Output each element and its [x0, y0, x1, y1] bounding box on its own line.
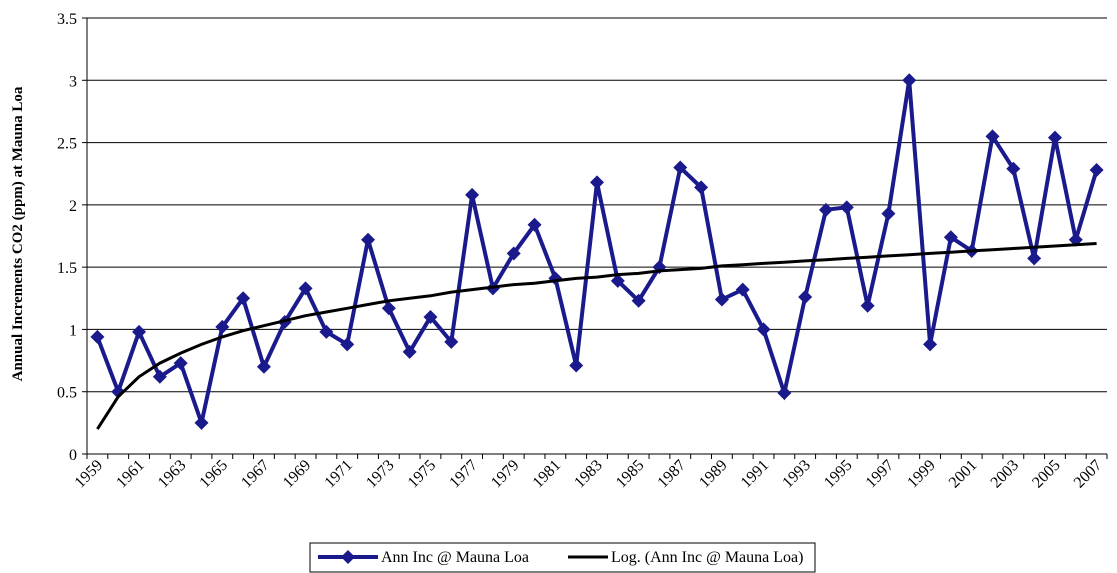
series-1 — [90, 73, 1104, 431]
grid-lines — [87, 17, 1107, 393]
data-point-1963 — [173, 356, 188, 371]
x-tick-label-15: 1989 — [696, 457, 731, 492]
y-tick-label-1: 0.5 — [57, 385, 77, 402]
data-point-1987 — [673, 160, 688, 175]
data-point-1991 — [756, 322, 771, 337]
x-tick-label-19: 1997 — [863, 457, 898, 492]
data-point-1972 — [361, 232, 376, 247]
data-point-2003 — [1006, 161, 1021, 176]
data-point-1992 — [777, 385, 792, 400]
data-point-1985 — [631, 293, 646, 308]
data-point-1964 — [194, 415, 209, 430]
data-point-1990 — [735, 282, 750, 297]
x-tick-label-13: 1985 — [613, 457, 648, 492]
x-tick-label-2: 1963 — [155, 457, 190, 492]
axes — [82, 17, 1108, 459]
data-point-1983 — [590, 175, 604, 190]
data-point-1996 — [860, 298, 875, 313]
x-tick-label-12: 1983 — [571, 457, 606, 492]
y-tick-label-3: 1.5 — [57, 260, 77, 277]
legend-box — [309, 542, 816, 573]
y-tick-label-2: 1 — [69, 322, 77, 339]
data-point-1974 — [402, 344, 417, 359]
x-tick-label-4: 1967 — [238, 457, 273, 492]
data-point-1995 — [839, 200, 854, 215]
data-point-1981 — [548, 271, 563, 286]
x-tick-label-20: 1999 — [904, 457, 939, 492]
legend-label-series-2: Log. (Ann Inc @ Mauna Loa) — [611, 549, 803, 566]
x-tick-label-6: 1971 — [321, 457, 356, 492]
x-tick-label-9: 1977 — [446, 457, 481, 492]
data-point-1980 — [527, 217, 542, 232]
x-tick-label-24: 2007 — [1071, 457, 1106, 492]
x-tick-label-5: 1969 — [280, 457, 315, 492]
y-axis-label: Annual Increments CO2 (ppm) at Mauna Loa — [10, 86, 26, 381]
data-point-1977 — [465, 187, 480, 202]
x-tick-label-21: 2001 — [946, 457, 981, 492]
data-point-1982 — [569, 358, 584, 373]
x-tick-label-16: 1991 — [738, 457, 773, 492]
data-point-1971 — [340, 337, 355, 352]
data-point-1975 — [423, 309, 438, 324]
data-point-1989 — [714, 292, 729, 307]
x-tick-labels: 1959 1961 1963 1965 1967 1969 1971 1973 1975 1977… — [72, 457, 1106, 492]
data-point-2004 — [1027, 251, 1042, 266]
series-2 — [96, 242, 1097, 430]
data-point-1967 — [256, 359, 271, 374]
data-point-1959 — [90, 329, 105, 344]
x-tick-label-10: 1979 — [488, 457, 523, 492]
x-tick-label-18: 1995 — [821, 457, 856, 492]
y-tick-label-0: 0 — [69, 447, 77, 464]
x-tick-label-11: 1981 — [530, 457, 565, 492]
trendline-path — [96, 242, 1097, 430]
y-tick-label-7: 3.5 — [57, 11, 77, 28]
data-point-1965 — [215, 319, 230, 334]
data-point-2000 — [943, 230, 958, 245]
x-tick-label-8: 1975 — [405, 457, 440, 492]
y-tick-label-5: 2.5 — [57, 136, 77, 153]
data-point-1993 — [798, 290, 813, 305]
x-tick-label-7: 1973 — [363, 457, 398, 492]
legend-label-series-1: Ann Inc @ Mauna Loa — [381, 549, 529, 566]
data-point-1962 — [152, 369, 167, 384]
data-point-1966 — [236, 291, 251, 306]
data-point-1998 — [902, 73, 917, 88]
y-tick-labels: 0 0.5 1 1.5 2 2.5 3 3.5 — [57, 11, 77, 464]
data-point-1979 — [506, 246, 521, 261]
data-point-1984 — [610, 273, 625, 288]
data-point-1973 — [381, 301, 396, 316]
data-point-1961 — [132, 324, 147, 339]
x-tick-label-14: 1987 — [654, 457, 689, 492]
x-tick-label-1: 1961 — [113, 457, 148, 492]
data-point-1970 — [319, 324, 334, 339]
x-tick-label-3: 1965 — [196, 457, 231, 492]
y-tick-label-4: 2 — [69, 198, 77, 215]
data-point-1969 — [298, 281, 313, 296]
legend: Ann Inc @ Mauna Loa Log. (Ann Inc @ Maun… — [309, 542, 816, 573]
data-point-1999 — [923, 337, 938, 352]
x-tick-label-17: 1993 — [779, 457, 814, 492]
y-tick-label-6: 3 — [69, 73, 77, 90]
data-point-2007 — [1089, 162, 1104, 177]
data-point-2005 — [1047, 130, 1062, 145]
x-tick-label-23: 2005 — [1029, 457, 1064, 492]
legend-marker-series-1 — [341, 550, 355, 564]
series-layer — [90, 73, 1104, 431]
data-point-1976 — [444, 334, 459, 349]
data-point-2002 — [985, 129, 1000, 144]
x-tick-label-22: 2003 — [988, 457, 1023, 492]
data-point-1988 — [694, 180, 709, 195]
data-point-1997 — [881, 206, 896, 221]
data-point-1994 — [818, 202, 833, 217]
